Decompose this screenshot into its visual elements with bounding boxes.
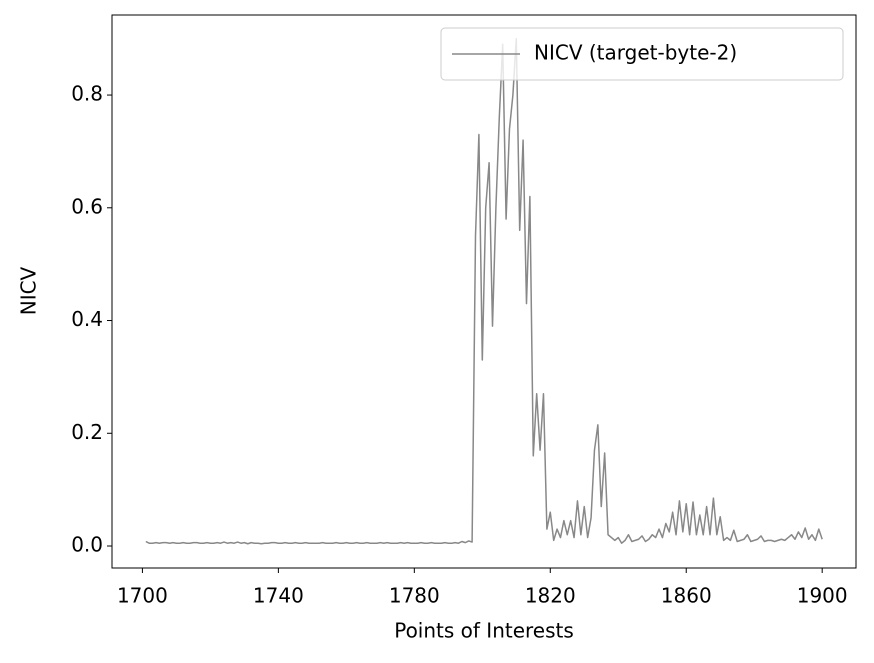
x-tick-label: 1780 (389, 584, 440, 608)
x-tick-label: 1700 (117, 584, 168, 608)
legend-label: NICV (target-byte-2) (534, 41, 737, 65)
x-tick-label: 1740 (253, 584, 304, 608)
x-tick-label: 1860 (661, 584, 712, 608)
y-tick-label: 0.6 (71, 194, 103, 218)
y-tick-label: 0.2 (71, 420, 103, 444)
legend-box (440, 27, 844, 81)
y-axis-label: NICV (17, 266, 41, 315)
x-tick-label: 1900 (797, 584, 848, 608)
y-tick-label: 0.4 (71, 307, 103, 331)
x-axis-label: Points of Interests (394, 619, 574, 643)
y-tick-label: 0.0 (71, 533, 103, 557)
data-line (145, 37, 823, 545)
y-tick-label: 0.8 (71, 82, 103, 106)
axes-frame (111, 14, 857, 569)
x-tick-label: 1820 (525, 584, 576, 608)
